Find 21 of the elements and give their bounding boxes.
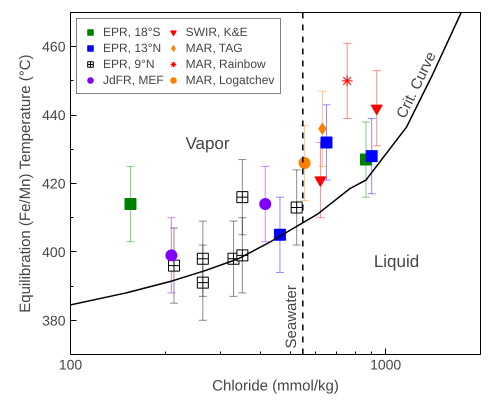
legend-label: EPR, 9°N [103,57,154,71]
y-tick-label: 460 [42,38,66,55]
y-tick-label: 440 [42,107,66,124]
legend-label: SWIR, K&E [186,25,248,39]
annotation: Vapor [185,134,230,153]
y-axis-title: Equilibration (Fe/Mn) Temperature (°C) [17,54,34,313]
y-tick-label: 400 [42,244,66,260]
annotation: Liquid [374,252,420,271]
x-axis-title: Chloride (mmol/kg) [212,378,339,394]
ref-line-label: Seawater [282,285,300,348]
legend-label: MAR, Rainbow [186,57,266,71]
y-tick-label: 420 [42,176,66,192]
x-tick-label: 1000 [370,356,402,372]
legend-label: EPR, 13°N [103,41,162,55]
legend-label: JdFR, MEF [103,73,164,87]
x-tick-label: 100 [58,356,82,372]
legend-label: MAR, TAG [186,41,243,55]
legend-label: MAR, Logatchev [186,73,274,87]
text: Crit. Curve [393,49,440,122]
legend-label: EPR, 18°S [103,25,160,39]
y-tick-label: 380 [42,312,66,328]
